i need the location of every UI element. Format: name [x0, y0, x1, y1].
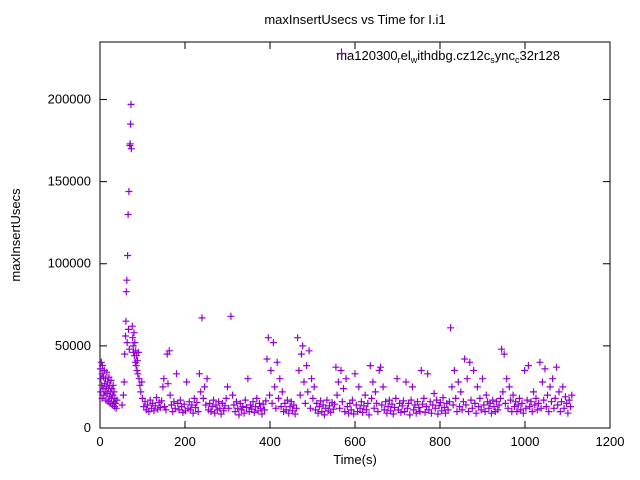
legend-label-segment: el [400, 48, 411, 63]
plot-border [99, 41, 611, 429]
legend-label-segment: 32r128 [519, 48, 560, 63]
y-tick-label: 0 [84, 420, 91, 435]
x-tick-label: 600 [344, 434, 366, 449]
x-axis-label: Time(s) [333, 452, 377, 467]
x-tick-label: 400 [259, 434, 281, 449]
x-tick-label: 1200 [596, 434, 625, 449]
data-points [96, 100, 576, 419]
x-tick-label: 0 [96, 434, 103, 449]
y-axis-label: maxInsertUsecs [8, 188, 23, 282]
chart-title: maxInsertUsecs vs Time for I.i1 [264, 12, 446, 27]
y-tick-label: 200000 [48, 91, 91, 106]
legend: ma120300relwithdbg.cz12csyncc32r128 [336, 48, 581, 65]
x-tick-label: 1000 [511, 434, 540, 449]
y-tick-label: 150000 [48, 174, 91, 189]
legend-marker-icon [336, 48, 581, 62]
x-tick-label: 800 [429, 434, 451, 449]
y-tick-label: 100000 [48, 256, 91, 271]
legend-label-segment: ync [494, 48, 516, 63]
legend-label-segment: r [397, 55, 401, 65]
legend-label: ma120300relwithdbg.cz12csyncc32r128 [336, 48, 560, 65]
legend-label-segment: w [410, 55, 418, 65]
y-tick-label: 50000 [55, 338, 91, 353]
legend-label-segment: c [515, 55, 520, 65]
x-tick-label: 200 [174, 434, 196, 449]
legend-label-segment: ma120300 [336, 48, 398, 63]
legend-label-segment: ithdbg.cz12c [417, 48, 491, 63]
legend-label-segment: s [490, 55, 495, 65]
